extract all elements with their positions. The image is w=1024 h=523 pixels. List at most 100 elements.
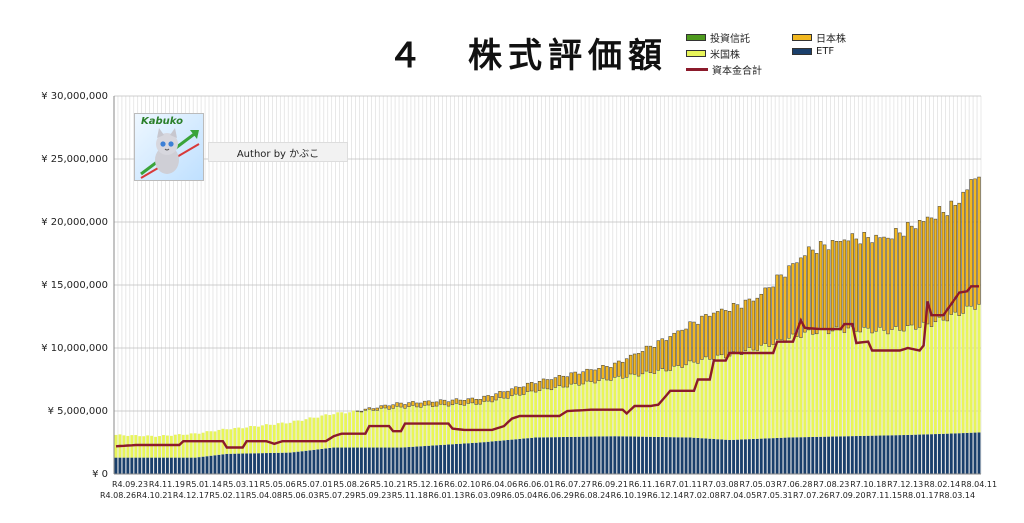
x-tick-label: R5.02.11 <box>209 491 245 500</box>
bar-segment-etf <box>181 457 185 474</box>
bar-segment-jp-stocks <box>680 329 684 368</box>
bar-segment-etf <box>649 436 652 474</box>
bar-segment-etf <box>268 452 272 474</box>
bar-segment-jp-stocks <box>395 402 399 407</box>
bar-segment-etf <box>720 439 724 474</box>
bar-segment-etf <box>435 445 439 474</box>
bar-segment-etf <box>261 453 264 474</box>
bar-segment-us-stocks <box>352 410 355 448</box>
bar-segment-us-stocks <box>720 354 724 440</box>
bar-segment-etf <box>490 441 494 474</box>
bar-segment-etf <box>783 437 787 474</box>
bar-segment-us-stocks <box>854 331 858 437</box>
legend-color-swatch <box>686 50 706 57</box>
bar-segment-jp-stocks <box>898 232 902 331</box>
bar-segment-us-stocks <box>945 320 949 434</box>
bar-segment-etf <box>470 443 474 474</box>
bar-segment-jp-stocks <box>759 293 763 346</box>
bar-segment-jp-stocks <box>684 328 688 366</box>
bar-segment-etf <box>831 436 834 474</box>
legend-item: 日本株 <box>792 30 846 45</box>
bar-segment-us-stocks <box>166 435 169 458</box>
bar-segment-etf <box>842 436 846 474</box>
bar-segment-us-stocks <box>961 313 965 434</box>
bar-segment-jp-stocks <box>367 407 372 410</box>
bar-segment-etf <box>874 435 878 474</box>
bar-segment-etf <box>391 447 395 474</box>
bar-segment-us-stocks <box>466 403 470 444</box>
bar-segment-us-stocks <box>835 326 838 437</box>
bar-segment-etf <box>641 436 644 474</box>
bar-segment-us-stocks <box>779 339 783 438</box>
bar-segment-etf <box>561 437 565 474</box>
bar-segment-etf <box>910 434 914 474</box>
y-tick-label: ¥ 10,000,000 <box>41 343 108 354</box>
bar-segment-etf <box>557 437 561 474</box>
bar-segment-jp-stocks <box>826 249 831 335</box>
bar-segment-jp-stocks <box>411 401 415 406</box>
bar-segment-us-stocks <box>304 419 308 451</box>
bar-segment-us-stocks <box>625 377 629 437</box>
bar-segment-us-stocks <box>969 306 973 433</box>
bar-segment-etf <box>744 439 747 474</box>
bar-segment-etf <box>846 436 850 474</box>
x-tick-label: R7.08.23 <box>813 480 849 489</box>
legend-line-swatch <box>686 68 708 71</box>
bar-segment-us-stocks <box>169 435 173 458</box>
bar-segment-us-stocks <box>882 330 886 436</box>
bar-segment-us-stocks <box>458 404 462 444</box>
bar-segment-etf <box>767 438 771 474</box>
bar-segment-etf <box>344 447 348 474</box>
bar-segment-etf <box>692 437 696 474</box>
bar-segment-us-stocks <box>751 350 755 439</box>
bar-segment-jp-stocks <box>617 360 621 377</box>
bar-segment-etf <box>257 453 260 474</box>
x-tick-label: R7.05.03 <box>739 480 775 489</box>
bar-segment-etf <box>173 457 177 474</box>
bar-segment-etf <box>585 436 589 474</box>
bar-segment-etf <box>945 433 949 474</box>
bar-segment-etf <box>233 453 237 474</box>
bar-segment-jp-stocks <box>486 395 490 402</box>
bar-segment-jp-stocks <box>700 315 704 360</box>
bar-segment-us-stocks <box>478 404 482 443</box>
bar-segment-us-stocks <box>791 334 795 438</box>
bar-segment-jp-stocks <box>652 347 657 374</box>
bar-segment-jp-stocks <box>830 240 835 332</box>
x-tick-label: R6.06.01 <box>518 480 554 489</box>
x-tick-label: R6.04.06 <box>481 480 517 489</box>
bar-segment-jp-stocks <box>541 378 546 389</box>
bar-segment-etf <box>755 438 759 474</box>
bar-segment-us-stocks <box>668 370 672 438</box>
bar-segment-jp-stocks <box>605 366 609 381</box>
bar-segment-jp-stocks <box>423 400 427 406</box>
bar-segment-jp-stocks <box>977 176 981 305</box>
bar-segment-jp-stocks <box>791 263 795 335</box>
x-tick-label: R5.11.18 <box>392 491 428 500</box>
bar-segment-us-stocks <box>391 408 395 448</box>
bar-segment-us-stocks <box>134 435 138 458</box>
bar-segment-etf <box>815 436 819 474</box>
bar-segment-etf <box>518 438 522 474</box>
bar-segment-etf <box>886 435 890 474</box>
bar-segment-us-stocks <box>193 433 197 458</box>
bar-segment-us-stocks <box>451 404 454 445</box>
bar-segment-etf <box>961 433 965 474</box>
bar-segment-us-stocks <box>360 412 363 448</box>
bar-segment-jp-stocks <box>379 405 383 409</box>
bar-segment-etf <box>209 455 213 474</box>
bar-segment-us-stocks <box>795 336 799 438</box>
bar-segment-jp-stocks <box>822 244 827 331</box>
bar-segment-etf <box>799 437 803 474</box>
x-tick-label: R4.11.19 <box>149 480 185 489</box>
bar-segment-etf <box>122 457 126 474</box>
chart-legend: 投資信託 日本株 米国株 ETF 資本金合計 <box>686 30 886 80</box>
bar-segment-jp-stocks <box>668 336 672 371</box>
bar-segment-us-stocks <box>150 435 154 458</box>
bar-segment-etf <box>272 452 276 474</box>
bar-segment-etf <box>284 452 288 474</box>
bar-segment-us-stocks <box>660 368 664 437</box>
bar-segment-jp-stocks <box>870 242 874 334</box>
author-credit: Author by かぶこ <box>208 142 348 162</box>
bar-segment-us-stocks <box>455 403 458 445</box>
